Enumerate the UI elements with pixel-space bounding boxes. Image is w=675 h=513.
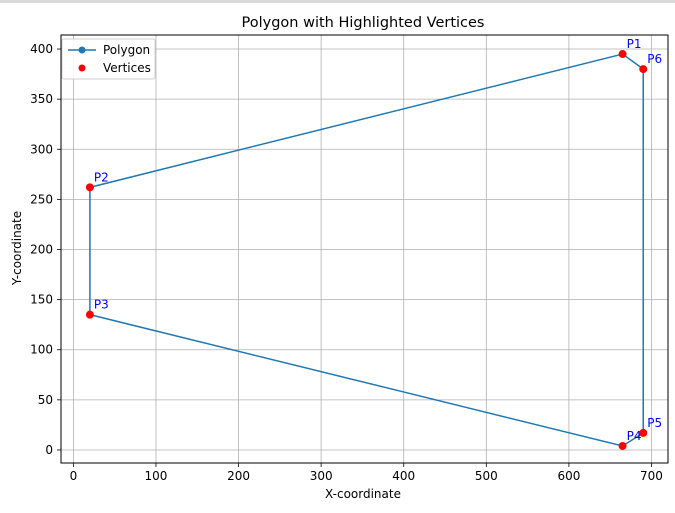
legend: Polygon Vertices xyxy=(61,38,156,80)
legend-polygon-marker xyxy=(78,46,86,54)
x-tick-label: 400 xyxy=(392,469,415,483)
grid-lines xyxy=(61,35,668,463)
x-tick-label: 0 xyxy=(70,469,78,483)
y-axis-label: Y-coordinate xyxy=(10,211,24,286)
vertex-point-p2 xyxy=(85,183,94,192)
x-tick-label: 500 xyxy=(475,469,498,483)
y-tick-label: 0 xyxy=(45,443,53,457)
polygon-series-line xyxy=(89,53,644,447)
vertex-label-p2: P2 xyxy=(94,170,109,184)
x-tick-label: 300 xyxy=(310,469,333,483)
x-tick-label: 100 xyxy=(145,469,168,483)
vertex-point-p4 xyxy=(618,441,627,450)
y-tick-label: 300 xyxy=(30,142,53,156)
vertex-label-p3: P3 xyxy=(94,298,109,312)
window-top-border xyxy=(0,0,675,3)
plot-area-frame xyxy=(60,34,669,464)
legend-vertices-marker xyxy=(78,64,86,72)
vertex-point-p5 xyxy=(639,428,648,437)
vertex-label-p4: P4 xyxy=(627,429,642,443)
series-layer: P1 P2 P3 P4 P5 P6 xyxy=(85,37,662,450)
y-tick-label: 400 xyxy=(30,42,53,56)
legend-vertices-label: Vertices xyxy=(103,61,151,75)
vertex-point-p1 xyxy=(618,50,627,59)
x-tick-label: 200 xyxy=(227,469,250,483)
y-tick-label: 50 xyxy=(38,393,53,407)
y-tick-label: 350 xyxy=(30,92,53,106)
y-tick-label: 250 xyxy=(30,192,53,206)
legend-polygon-label: Polygon xyxy=(103,43,150,57)
vertex-label-p6: P6 xyxy=(647,52,662,66)
axis-ticks: 0 100 200 300 400 500 600 700 0 50 100 150 200 250 300… xyxy=(30,42,663,483)
x-tick-label: 600 xyxy=(557,469,580,483)
vertex-label-p5: P5 xyxy=(647,416,662,430)
y-tick-label: 150 xyxy=(30,293,53,307)
vertex-label-p1: P1 xyxy=(627,37,642,51)
y-tick-label: 200 xyxy=(30,243,53,257)
chart-title: Polygon with Highlighted Vertices xyxy=(242,15,485,31)
y-tick-label: 100 xyxy=(30,343,53,357)
x-tick-label: 700 xyxy=(640,469,663,483)
vertex-point-p3 xyxy=(85,310,94,319)
vertex-point-p6 xyxy=(639,65,648,74)
x-axis-label: X-coordinate xyxy=(325,487,401,501)
